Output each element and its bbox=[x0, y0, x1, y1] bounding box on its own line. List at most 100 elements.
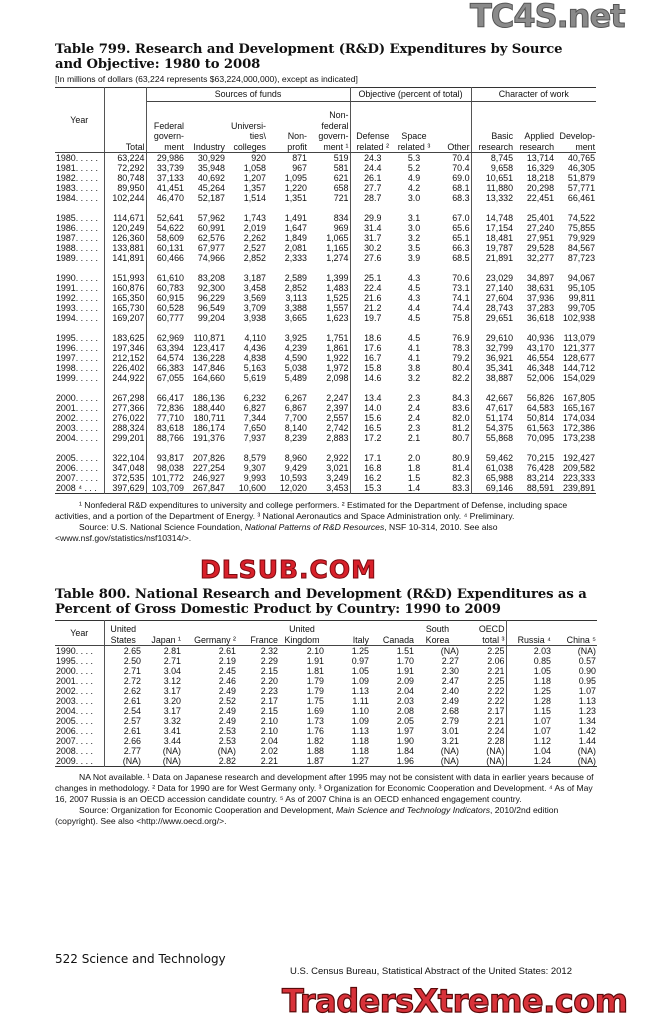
data-cell: 1.11 bbox=[352, 696, 369, 706]
data-cell: 68.5 bbox=[433, 253, 472, 263]
data-cell: 244,922 bbox=[104, 373, 147, 383]
data-cell: 34,897 bbox=[526, 273, 555, 283]
data-cell: 40,936 bbox=[526, 333, 555, 343]
row-year: 1985. . . . . bbox=[55, 213, 105, 223]
data-cell: 1,751 bbox=[308, 333, 351, 343]
empty-cell bbox=[350, 323, 395, 333]
data-cell: (NA) bbox=[577, 756, 596, 766]
data-cell: 65,988 bbox=[485, 473, 514, 483]
data-cell: 4.5 bbox=[407, 283, 421, 293]
row-year: 1980. . . . . bbox=[55, 152, 105, 163]
data-cell: 126,360 bbox=[104, 233, 147, 243]
data-cell: 19,787 bbox=[485, 243, 514, 253]
data-cell: 186,174 bbox=[192, 423, 225, 433]
table-row: 2002. . . . . 276,022 77,710 180,711 7,344 7,… bbox=[55, 413, 596, 423]
data-cell: 13.4 bbox=[364, 393, 382, 403]
data-cell: 38,631 bbox=[526, 283, 555, 293]
table-row: 2008. . . . 2.77 (NA) (NA) 2.02 1.88 1.18 1.84(… bbox=[55, 746, 597, 756]
publication-credit: U.S. Census Bureau, Statistical Abstract… bbox=[290, 966, 572, 977]
table-800-footnote: NA Not available. ¹ Data on Japanese res… bbox=[55, 772, 594, 804]
data-cell: 3.0 bbox=[407, 193, 421, 203]
data-cell: 72,292 bbox=[104, 163, 147, 173]
data-cell: (NA) bbox=[460, 756, 507, 767]
table-row: 1996. . . . . 197,346 63,394 123,417 4,436 4,… bbox=[55, 343, 596, 353]
row-year: 2000. . . . . bbox=[55, 393, 105, 403]
data-cell: 3,388 bbox=[284, 303, 307, 313]
table-row: 2006. . . . 2.61 3.41 2.53 2.10 1.76 1.13 1.97 3… bbox=[55, 726, 597, 736]
data-cell: 26.1 bbox=[364, 173, 382, 183]
table-799: Year Total Sources of funds Objective (perc… bbox=[55, 87, 597, 494]
data-cell: 10,593 bbox=[279, 473, 307, 483]
data-cell: 192,427 bbox=[562, 453, 596, 463]
data-cell: 299,201 bbox=[104, 433, 147, 443]
table-row: 1983. . . . . 89,950 41,451 45,264 1,357 1,22… bbox=[55, 183, 596, 193]
data-cell: 1.05 bbox=[351, 666, 369, 676]
row-year: 2006. . . . . bbox=[55, 463, 105, 473]
data-cell: 2.30 bbox=[441, 666, 459, 676]
row-year: 2008. . . . bbox=[55, 746, 105, 756]
data-cell: 4,590 bbox=[284, 353, 307, 363]
data-cell: 2.47 bbox=[441, 676, 459, 686]
table-row: 2001. . . . . 277,366 72,836 188,440 6,827 6,… bbox=[55, 403, 596, 413]
data-cell: 191,376 bbox=[192, 433, 225, 443]
empty-cell bbox=[395, 323, 433, 333]
data-cell: 35,341 bbox=[485, 363, 514, 373]
row-year: 1993. . . . . bbox=[55, 303, 105, 313]
data-cell: 2.81 bbox=[163, 646, 181, 656]
data-cell: 3,709 bbox=[243, 303, 266, 313]
empty-cell bbox=[226, 263, 267, 273]
table-800-title: Table 800. National Research and Develop… bbox=[55, 587, 587, 617]
table-row: 2007. . . . . 372,535 101,772 246,927 9,993 1… bbox=[55, 473, 596, 483]
data-cell: 165,167 bbox=[562, 403, 596, 413]
data-cell: 37,283 bbox=[526, 303, 555, 313]
data-cell: 120,249 bbox=[104, 223, 147, 233]
data-cell: 7,937 bbox=[243, 433, 266, 443]
data-cell: 30.2 bbox=[364, 243, 382, 253]
group-spacer bbox=[55, 203, 596, 213]
data-cell: 64,574 bbox=[156, 353, 184, 363]
data-cell: 2.15 bbox=[260, 666, 278, 676]
row-year: 1986. . . . . bbox=[55, 223, 105, 233]
data-cell: 2.08 bbox=[396, 706, 414, 716]
data-cell: (NA) bbox=[440, 746, 459, 756]
data-cell: 1.04 bbox=[533, 746, 551, 756]
data-cell: 19.7 bbox=[364, 313, 382, 323]
data-cell: 20,298 bbox=[526, 183, 555, 193]
data-cell: 1.28 bbox=[533, 696, 551, 706]
data-cell: 1.44 bbox=[578, 736, 596, 746]
data-cell: 4,838 bbox=[243, 353, 266, 363]
data-cell: 121,377 bbox=[562, 343, 596, 353]
data-cell: 38,887 bbox=[485, 373, 514, 383]
data-cell: 30,929 bbox=[197, 153, 225, 163]
data-cell: 2.04 bbox=[260, 736, 278, 746]
data-cell: 133,881 bbox=[104, 243, 147, 253]
row-year: 1996. . . . . bbox=[55, 343, 105, 353]
data-cell: 2.49 bbox=[218, 686, 236, 696]
data-cell: 102,938 bbox=[562, 313, 596, 323]
data-cell: 1.84 bbox=[396, 746, 414, 756]
data-cell: 167,805 bbox=[562, 393, 596, 403]
data-cell: 226,402 bbox=[104, 363, 147, 373]
empty-cell bbox=[308, 443, 351, 453]
data-cell: 6,867 bbox=[284, 403, 307, 413]
data-cell: 2.17 bbox=[460, 706, 507, 716]
data-cell: 72,836 bbox=[156, 403, 184, 413]
data-cell: 83.6 bbox=[433, 403, 472, 413]
table-row: 1998. . . . . 226,402 66,383 147,846 5,163 5,… bbox=[55, 363, 596, 373]
empty-cell bbox=[514, 383, 555, 393]
data-cell: 1.5 bbox=[407, 473, 421, 483]
data-cell: 50,814 bbox=[526, 413, 555, 423]
data-cell: 3,665 bbox=[284, 313, 307, 323]
data-cell: 62,969 bbox=[156, 333, 184, 343]
data-cell: 2.22 bbox=[460, 696, 507, 706]
data-cell: 84,567 bbox=[567, 243, 596, 253]
data-cell: 11,880 bbox=[486, 183, 514, 193]
data-cell: 2.10 bbox=[260, 726, 278, 736]
table-799-subtitle: [In millions of dollars (63,224 represen… bbox=[55, 74, 358, 84]
data-cell: 60,777 bbox=[156, 313, 184, 323]
data-cell: 1.70 bbox=[396, 656, 414, 666]
data-cell: 3,925 bbox=[284, 333, 307, 343]
data-cell: 60,991 bbox=[197, 223, 225, 233]
row-year: 1987. . . . . bbox=[55, 233, 105, 243]
data-cell: 2,883 bbox=[308, 433, 351, 443]
